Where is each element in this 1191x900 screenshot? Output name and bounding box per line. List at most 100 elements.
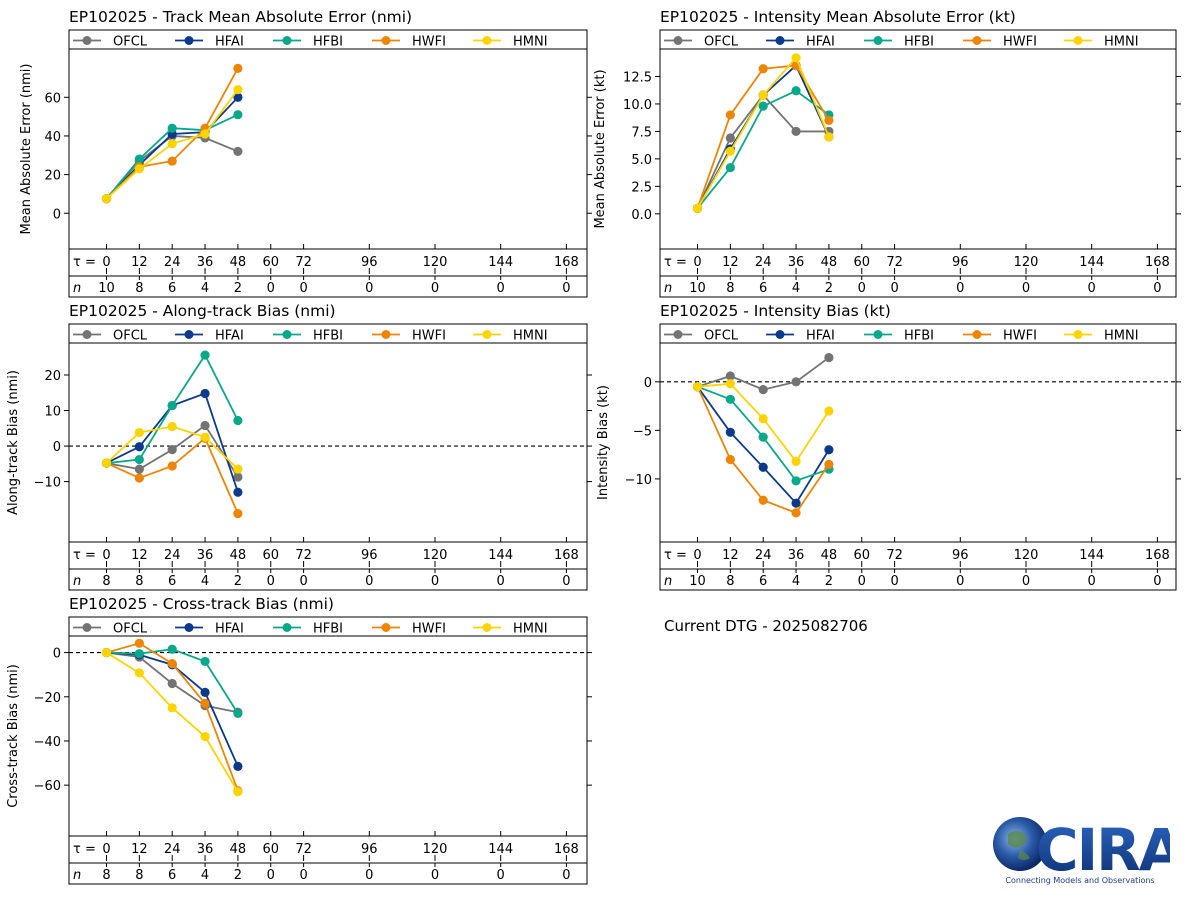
y-axis-label: Mean Absolute Error (nmi)	[19, 64, 34, 235]
data-point-hfai	[134, 442, 144, 452]
n-value-label: 0	[956, 281, 964, 296]
n-value-label: 0	[299, 868, 307, 883]
data-point-hmni	[200, 731, 210, 742]
n-value-label: 0	[562, 574, 570, 589]
n-value-label: 6	[759, 574, 767, 589]
legend-marker-hfbi	[282, 330, 292, 339]
tau-tick-label: 72	[886, 255, 903, 270]
legend-marker-hwfi	[381, 623, 391, 632]
tau-tick-label: 0	[693, 548, 701, 563]
legend-label-hwfi: HWFI	[412, 329, 446, 344]
n-value-label: 8	[135, 574, 143, 589]
n-value-label: 8	[135, 281, 143, 296]
y-tick-label: −20	[34, 691, 61, 706]
data-point-hmni	[692, 203, 703, 213]
y-tick-label: 20	[44, 169, 61, 184]
y-tick-label: 60	[44, 91, 61, 106]
legend-label-hfbi: HFBI	[904, 35, 934, 50]
data-point-hwfi	[200, 698, 210, 709]
legend-label-hfai: HFAI	[806, 35, 835, 50]
y-tick-label: 0	[53, 207, 61, 222]
tau-tick-label: 144	[488, 255, 513, 270]
data-point-ofcl	[233, 146, 243, 157]
n-value-label: 0	[858, 281, 866, 296]
y-tick-label: −60	[34, 779, 61, 794]
tau-tick-label: 72	[886, 548, 903, 563]
tau-tick-label: 60	[262, 842, 279, 857]
data-point-hmni	[758, 414, 768, 424]
data-point-ofcl	[725, 133, 735, 143]
y-tick-label: 10.0	[623, 98, 652, 113]
data-point-hfai	[758, 462, 768, 472]
y-tick-label: −40	[34, 735, 61, 750]
n-value-label: 0	[365, 868, 373, 883]
n-value-label: 0	[890, 281, 898, 296]
chart-title: EP102025 - Cross-track Bias (nmi)	[69, 595, 334, 613]
data-point-hwfi	[791, 508, 801, 518]
data-point-ofcl	[824, 352, 834, 363]
tau-tick-label: 36	[788, 255, 805, 270]
y-tick-label: 5.0	[631, 153, 652, 168]
data-point-hfbi	[725, 394, 735, 404]
tau-tick-label: 96	[361, 255, 378, 270]
data-point-hmni	[134, 427, 144, 438]
tau-tick-label: 168	[1145, 548, 1170, 563]
legend-label-hfai: HFAI	[215, 35, 244, 50]
data-point-hfbi	[134, 154, 144, 164]
legend-label-ofcl: OFCL	[704, 329, 739, 344]
data-point-hfai	[233, 487, 243, 497]
tau-tick-label: 36	[788, 548, 805, 563]
legend-label-ofcl: OFCL	[704, 35, 739, 50]
legend-marker-hmni	[482, 36, 492, 45]
legend-marker-ofcl	[82, 623, 92, 632]
data-point-hmni	[233, 464, 243, 474]
n-value-label: 0	[562, 868, 570, 883]
data-point-hfbi	[167, 644, 177, 654]
legend-marker-hmni	[482, 623, 492, 632]
legend-label-hfai: HFAI	[215, 329, 244, 344]
tau-tick-label: 72	[295, 842, 312, 857]
data-point-hwfi	[824, 115, 834, 126]
n-axis-label: n	[664, 574, 672, 589]
n-value-label: 8	[135, 868, 143, 883]
data-point-ofcl	[233, 472, 243, 482]
data-point-hfbi	[233, 708, 243, 718]
n-axis-label: n	[73, 574, 81, 589]
data-point-hwfi	[758, 64, 768, 74]
legend-marker-ofcl	[82, 36, 92, 45]
tau-tick-label: 120	[1014, 255, 1039, 270]
n-value-label: 2	[234, 868, 242, 883]
data-point-hmni	[824, 132, 834, 142]
tau-tick-label: 0	[102, 842, 110, 857]
tau-tick-label: 144	[488, 842, 513, 857]
legend-label-hfbi: HFBI	[313, 622, 343, 637]
n-axis-label: n	[73, 868, 81, 883]
legend-marker-ofcl	[82, 330, 92, 339]
data-point-hfbi	[791, 86, 801, 96]
n-axis-label: n	[73, 281, 81, 296]
legend-label-hmni: HMNI	[1104, 35, 1139, 50]
data-point-hfbi	[200, 656, 210, 667]
data-point-hwfi	[824, 459, 834, 469]
y-tick-label: 10	[44, 405, 61, 420]
data-point-hwfi	[134, 638, 144, 648]
data-point-hfai	[824, 445, 834, 455]
data-point-hmni	[758, 90, 768, 100]
data-point-hfbi	[200, 350, 210, 360]
n-value-label: 0	[1088, 281, 1096, 296]
data-point-hmni	[101, 458, 112, 468]
data-point-hfbi	[134, 454, 144, 465]
n-value-label: 0	[1022, 281, 1030, 296]
n-value-label: 0	[1153, 574, 1161, 589]
plot-frame	[68, 29, 588, 298]
tau-tick-label: 120	[423, 548, 448, 563]
data-point-hfbi	[233, 110, 243, 120]
y-axis-label: Cross-track Bias (nmi)	[6, 664, 21, 808]
legend-label-hmni: HMNI	[513, 622, 548, 637]
n-axis-label: n	[664, 281, 672, 296]
tau-tick-label: 60	[853, 255, 870, 270]
y-tick-label: 2.5	[631, 180, 652, 195]
data-point-hwfi	[167, 156, 177, 166]
y-tick-label: 7.5	[631, 125, 652, 140]
tau-axis-label: τ =	[664, 255, 687, 270]
